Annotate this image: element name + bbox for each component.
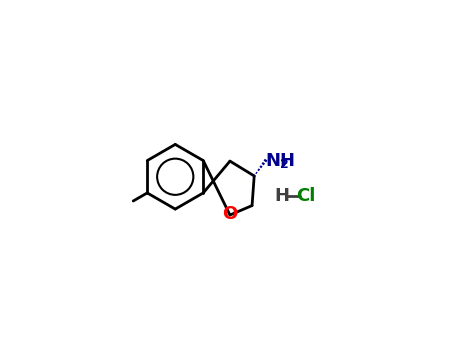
Text: NH: NH <box>265 152 295 170</box>
Text: 2: 2 <box>280 158 289 171</box>
Text: O: O <box>222 205 238 223</box>
Text: H: H <box>274 187 289 205</box>
Text: Cl: Cl <box>296 187 316 205</box>
